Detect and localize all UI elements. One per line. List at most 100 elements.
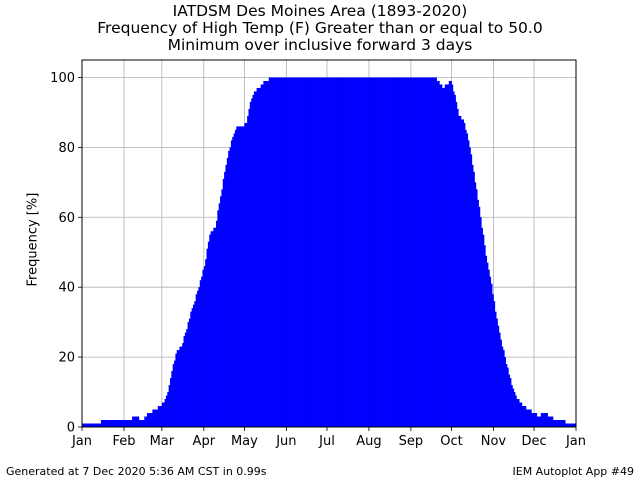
bar bbox=[356, 77, 359, 427]
bar bbox=[272, 77, 275, 427]
bar bbox=[226, 157, 229, 427]
bar bbox=[83, 423, 86, 427]
bar bbox=[175, 353, 178, 427]
bar bbox=[521, 406, 524, 427]
bar bbox=[394, 77, 397, 427]
bar bbox=[157, 406, 160, 427]
y-tick-label: 60 bbox=[58, 211, 75, 226]
bar bbox=[446, 84, 448, 427]
bar bbox=[305, 77, 308, 427]
bar bbox=[218, 203, 221, 427]
bar bbox=[406, 77, 409, 427]
bar bbox=[381, 77, 383, 427]
bar bbox=[107, 420, 110, 427]
bar bbox=[470, 154, 473, 427]
bar bbox=[238, 126, 241, 428]
bar bbox=[535, 413, 538, 427]
bar bbox=[414, 77, 417, 427]
bar bbox=[289, 77, 291, 427]
bar bbox=[260, 84, 263, 427]
bar bbox=[428, 77, 431, 427]
bar bbox=[450, 80, 452, 427]
bar bbox=[118, 420, 121, 427]
bar bbox=[352, 77, 355, 427]
bar bbox=[424, 77, 427, 427]
x-tick-label: Feb bbox=[112, 434, 135, 449]
bar bbox=[87, 423, 90, 427]
bar bbox=[192, 304, 195, 427]
bar-series bbox=[82, 77, 577, 428]
bar bbox=[566, 423, 569, 427]
bar bbox=[161, 402, 164, 427]
bar bbox=[511, 385, 513, 427]
bar bbox=[528, 409, 531, 427]
bar bbox=[225, 164, 228, 427]
bar bbox=[463, 122, 466, 428]
bar bbox=[165, 395, 168, 427]
bar bbox=[156, 409, 159, 427]
bar bbox=[194, 301, 197, 427]
bar bbox=[473, 171, 475, 427]
bar bbox=[136, 416, 138, 427]
bar bbox=[557, 420, 559, 427]
bar bbox=[477, 199, 479, 427]
bar bbox=[183, 336, 186, 427]
bar bbox=[249, 101, 252, 427]
bar bbox=[167, 392, 169, 427]
bar bbox=[328, 77, 331, 427]
bar bbox=[191, 308, 194, 427]
bar bbox=[91, 423, 94, 427]
bar bbox=[525, 409, 528, 427]
bar bbox=[137, 416, 140, 427]
bar bbox=[559, 420, 562, 427]
bar bbox=[571, 423, 574, 427]
bar bbox=[371, 77, 374, 427]
bar bbox=[105, 420, 107, 427]
bar bbox=[320, 77, 322, 427]
bar bbox=[374, 77, 377, 427]
bar bbox=[126, 420, 129, 427]
bar bbox=[90, 423, 92, 427]
bar bbox=[482, 234, 485, 427]
bar bbox=[232, 136, 234, 427]
bar bbox=[419, 77, 421, 427]
bar bbox=[257, 87, 260, 427]
bar bbox=[215, 220, 218, 427]
bar bbox=[471, 164, 474, 427]
x-tick-label: Jun bbox=[275, 434, 296, 449]
bar bbox=[99, 423, 102, 427]
bar bbox=[130, 420, 133, 427]
bar bbox=[309, 77, 312, 427]
bar bbox=[400, 77, 402, 427]
bar bbox=[409, 77, 412, 427]
y-tick-label: 20 bbox=[58, 351, 75, 366]
bar bbox=[122, 420, 125, 427]
y-tick-label: 0 bbox=[67, 421, 75, 436]
bar bbox=[178, 350, 180, 427]
bar bbox=[478, 206, 481, 427]
bar bbox=[256, 87, 259, 427]
bar bbox=[276, 77, 279, 427]
bar bbox=[326, 77, 329, 427]
bar bbox=[398, 77, 401, 427]
bar bbox=[364, 77, 367, 427]
bar bbox=[164, 399, 167, 427]
bar bbox=[425, 77, 428, 427]
bar bbox=[455, 101, 458, 427]
bar bbox=[106, 420, 109, 427]
bar bbox=[141, 420, 144, 427]
bar bbox=[113, 420, 115, 427]
x-tick-label: Jan bbox=[71, 434, 92, 449]
bar bbox=[121, 420, 123, 427]
bar bbox=[401, 77, 404, 427]
bar bbox=[544, 413, 547, 427]
bar bbox=[211, 231, 214, 427]
bar bbox=[299, 77, 302, 427]
bar bbox=[205, 259, 207, 427]
bar bbox=[420, 77, 423, 427]
x-tick-label: Aug bbox=[356, 434, 381, 449]
chart-subtitle-2: Minimum over inclusive forward 3 days bbox=[167, 36, 473, 54]
bar bbox=[306, 77, 309, 427]
bar bbox=[202, 269, 205, 427]
bar bbox=[551, 416, 554, 427]
